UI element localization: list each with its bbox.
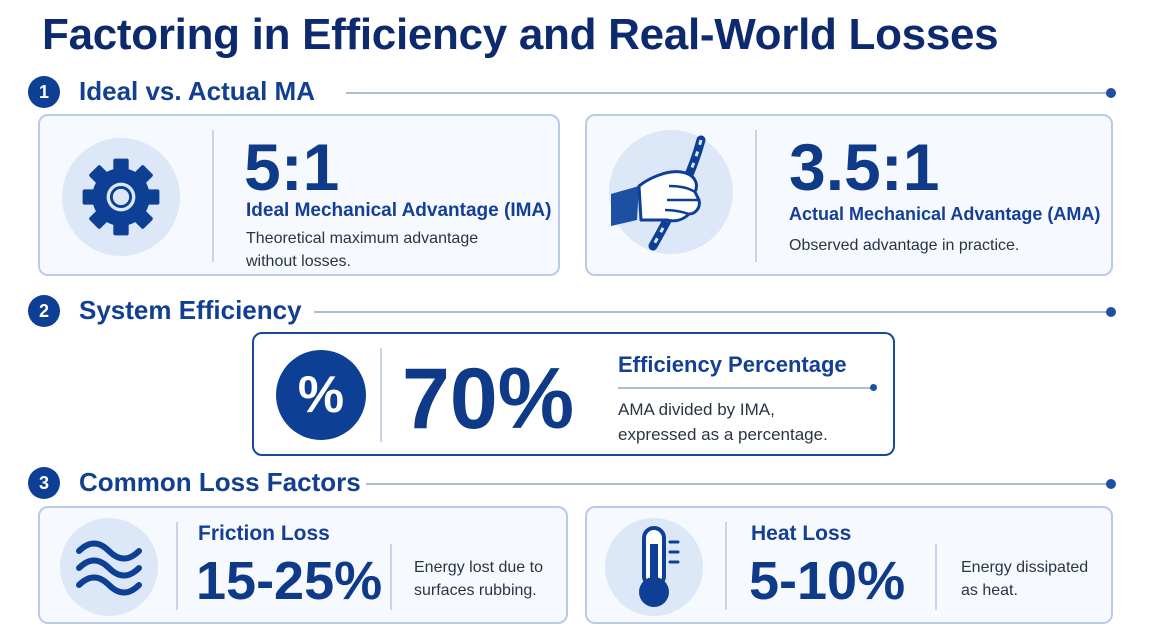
ama-description: Observed advantage in practice.	[789, 237, 1020, 254]
efficiency-heading: Efficiency Percentage	[618, 352, 847, 377]
section-header-efficiency: 2 System Efficiency	[28, 293, 1120, 329]
section-label: System Efficiency	[79, 295, 302, 325]
card-divider	[755, 130, 757, 262]
section-header-loss-factors: 3 Common Loss Factors	[28, 465, 1120, 501]
friction-loss-card: Friction Loss 15-25% Energy lost due to …	[38, 506, 568, 624]
section-label: Common Loss Factors	[79, 467, 361, 497]
efficiency-card: % 70% Efficiency Percentage AMA divided …	[252, 332, 895, 456]
page-title: Factoring in Efficiency and Real-World L…	[42, 10, 999, 59]
friction-description: Energy lost due to surfaces rubbing.	[414, 559, 543, 600]
hand-rope-icon-circle	[609, 130, 733, 254]
heat-loss-card: Heat Loss 5-10% Energy dissipated as hea…	[585, 506, 1113, 624]
ima-heading: Ideal Mechanical Advantage (IMA)	[246, 200, 552, 221]
card-divider	[390, 544, 392, 610]
ama-heading: Actual Mechanical Advantage (AMA)	[789, 204, 1101, 224]
efficiency-description: AMA divided by IMA, expressed as a perce…	[618, 400, 828, 444]
efficiency-heading-line	[618, 387, 872, 389]
section-divider-line	[314, 311, 1110, 313]
section-divider-dot	[1106, 88, 1116, 98]
efficiency-heading-dot	[870, 384, 877, 391]
section-divider-dot	[1106, 307, 1116, 317]
ima-value: 5:1	[244, 130, 340, 204]
card-divider	[176, 522, 178, 610]
section-header-ideal-actual: 1 Ideal vs. Actual MA	[28, 74, 1120, 110]
section-divider-line	[366, 483, 1110, 485]
section-number: 2	[28, 295, 60, 327]
efficiency-value: 70%	[402, 351, 575, 447]
heat-heading: Heat Loss	[751, 522, 852, 545]
section-number: 1	[28, 76, 60, 108]
waves-icon	[76, 540, 142, 596]
ama-card: 3.5:1 Actual Mechanical Advantage (AMA) …	[585, 114, 1113, 276]
ima-card: 5:1 Ideal Mechanical Advantage (IMA) The…	[38, 114, 560, 276]
section-divider-dot	[1106, 479, 1116, 489]
ima-description: Theoretical maximum advantage without lo…	[246, 230, 479, 271]
gear-icon-circle	[62, 138, 180, 256]
ama-value: 3.5:1	[789, 130, 940, 204]
heat-description: Energy dissipated as heat.	[961, 559, 1089, 600]
hand-rope-icon	[611, 135, 706, 251]
card-divider	[725, 522, 727, 610]
card-divider	[935, 544, 937, 610]
friction-value: 15-25%	[196, 551, 383, 611]
section-number: 3	[28, 467, 60, 499]
heat-value: 5-10%	[749, 551, 906, 611]
percent-icon: %	[276, 350, 366, 440]
waves-icon-circle	[60, 518, 158, 616]
gear-icon	[82, 158, 160, 236]
thermometer-icon	[639, 526, 680, 607]
card-divider	[212, 130, 214, 262]
section-label: Ideal vs. Actual MA	[79, 76, 315, 106]
section-divider-line	[346, 92, 1110, 94]
thermometer-icon-circle	[605, 518, 703, 616]
friction-heading: Friction Loss	[198, 522, 330, 545]
card-divider	[380, 348, 382, 442]
